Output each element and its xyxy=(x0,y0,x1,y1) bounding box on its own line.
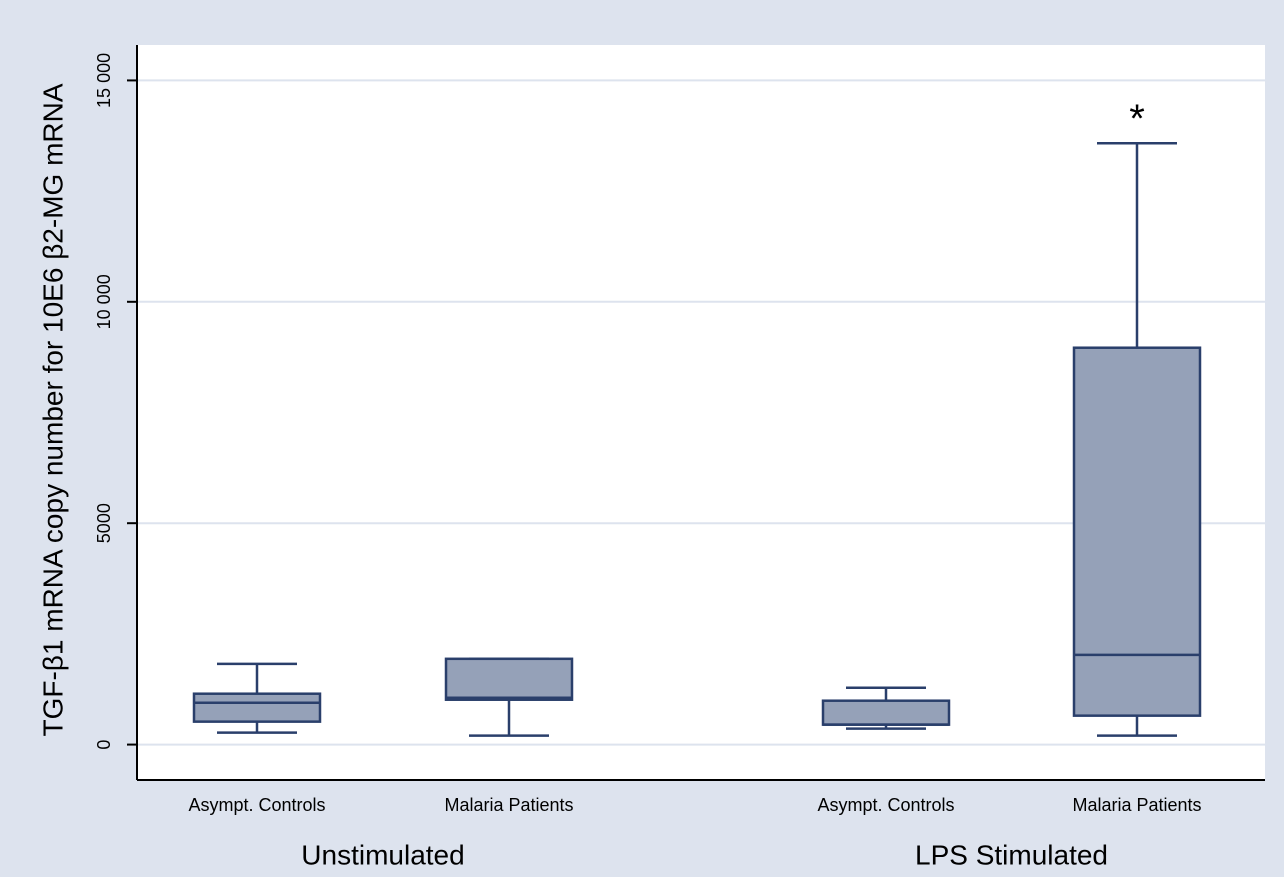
x-tick-label: Asympt. Controls xyxy=(817,795,954,815)
annotation: * xyxy=(1129,97,1145,141)
group-label: LPS Stimulated xyxy=(915,839,1108,870)
y-tick-label: 15 000 xyxy=(94,53,114,108)
y-tick-label: 0 xyxy=(94,740,114,750)
y-tick-label: 5000 xyxy=(94,503,114,543)
box xyxy=(821,699,951,726)
y-axis-label: TGF-β1 mRNA copy number for 10E6 β2-MG m… xyxy=(37,83,68,736)
group-label: Unstimulated xyxy=(301,839,464,870)
x-tick-label: Malaria Patients xyxy=(444,795,573,815)
y-tick-label: 10 000 xyxy=(94,274,114,329)
box xyxy=(1072,346,1202,717)
box xyxy=(444,657,574,701)
x-tick-label: Malaria Patients xyxy=(1072,795,1201,815)
box xyxy=(192,692,322,723)
x-tick-label: Asympt. Controls xyxy=(188,795,325,815)
